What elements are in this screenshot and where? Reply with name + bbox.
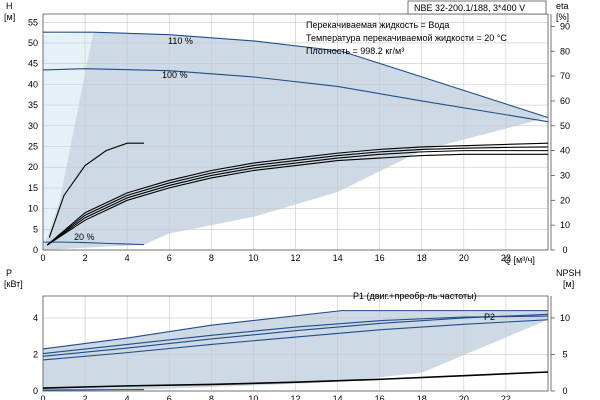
upper-y2-tick-label: 0 (562, 245, 567, 255)
legend-p2: P2 (484, 312, 495, 322)
lower-x-tick-label: 16 (375, 394, 385, 400)
upper-light-range (43, 32, 94, 250)
upper-y2-tick-label: 10 (560, 220, 570, 230)
lower-y2-tick-label: 5 (562, 349, 567, 359)
upper-x-tick-label: 10 (248, 253, 258, 263)
density-note: Плотность = 998.2 кг/м³ (306, 46, 404, 56)
lower-x-tick-label: 18 (417, 394, 427, 400)
upper-x-tick-label: 4 (125, 253, 130, 263)
upper-right-axis-unit: [%] (556, 12, 569, 22)
upper-series-curve-4 (46, 142, 549, 246)
lower-right-axis-symbol: NPSH (556, 268, 581, 278)
lower-x-tick-label: 8 (209, 394, 214, 400)
lower-x-tick-label: 10 (248, 394, 258, 400)
upper-x-tick-label: 16 (375, 253, 385, 263)
upper-x-tick-label: 18 (417, 253, 427, 263)
curve-label-20: 20 % (74, 232, 95, 242)
upper-series-curve-7 (46, 153, 548, 246)
lower-y-tick-label: 0 (33, 386, 38, 396)
upper-left-axis-symbol: H (6, 1, 13, 11)
upper-y-tick-label: 20 (28, 162, 38, 172)
upper-y2-tick-label: 80 (560, 46, 570, 56)
lower-y2-tick-label: 10 (560, 313, 570, 323)
lower-x-tick-label: 14 (333, 394, 343, 400)
upper-x-tick-label: 22 (501, 253, 511, 263)
upper-y2-tick-label: 70 (560, 71, 570, 81)
curve-label-100: 100 % (162, 70, 188, 80)
temperature-note: Температура перекачиваемой жидкости = 20… (306, 33, 507, 43)
upper-y2-tick-label: 20 (560, 195, 570, 205)
lower-series-curve-1 (42, 315, 549, 355)
upper-x-tick-label: 2 (83, 253, 88, 263)
fluid-note: Перекачиваемая жидкость = Вода (306, 20, 449, 30)
upper-series-curve-6 (46, 150, 548, 246)
lower-x-tick-label: 6 (167, 394, 172, 400)
upper-y-tick-label: 15 (28, 183, 38, 193)
lower-right-axis-unit: [м] (563, 279, 574, 289)
upper-x-tick-label: 20 (459, 253, 469, 263)
upper-x-tick-label: 8 (209, 253, 214, 263)
upper-x-tick-label: 6 (167, 253, 172, 263)
upper-x-tick-label: 12 (290, 253, 300, 263)
lower-y-tick-label: 4 (33, 313, 38, 323)
upper-y2-tick-label: 50 (560, 121, 570, 131)
model-label-box (407, 0, 547, 15)
lower-series-curve-4 (42, 388, 145, 391)
upper-y-tick-label: 40 (28, 79, 38, 89)
upper-y2-tick-label: 40 (560, 146, 570, 156)
upper-y2-tick-label: 90 (560, 21, 570, 31)
lower-plot-frame (42, 295, 549, 392)
lower-series-curve-3 (42, 319, 549, 361)
upper-series-curve-3 (48, 142, 144, 238)
upper-y-tick-label: 25 (28, 141, 38, 151)
lower-series-curve-2 (42, 313, 549, 357)
upper-x-axis-label: Q [м³/ч] (504, 255, 535, 265)
model-label: NBE 32-200.1/188, 3*400 V (414, 3, 525, 13)
upper-series-curve-0 (43, 31, 549, 119)
upper-series-curve-5 (46, 146, 549, 246)
lower-y-tick-label: 2 (33, 349, 38, 359)
upper-y-tick-label: 30 (28, 121, 38, 131)
upper-series-curve-2 (43, 241, 145, 246)
upper-y-tick-label: 45 (28, 59, 38, 69)
lower-x-tick-label: 22 (501, 394, 511, 400)
lower-x-tick-label: 0 (40, 394, 45, 400)
lower-series-curve-5 (42, 371, 549, 389)
upper-x-tick-label: 0 (40, 253, 45, 263)
lower-x-tick-label: 20 (459, 394, 469, 400)
lower-left-axis-symbol: P (6, 268, 12, 278)
upper-y-tick-label: 55 (28, 17, 38, 27)
lower-x-tick-label: 12 (290, 394, 300, 400)
lower-x-tick-label: 2 (83, 394, 88, 400)
upper-y-tick-label: 0 (33, 245, 38, 255)
upper-y-tick-label: 35 (28, 100, 38, 110)
lower-y2-tick-label: 0 (562, 386, 567, 396)
upper-plot-frame (42, 13, 549, 251)
lower-x-tick-label: 4 (125, 394, 130, 400)
upper-y-tick-label: 50 (28, 38, 38, 48)
upper-y-tick-label: 10 (28, 204, 38, 214)
curve-label-110: 110 % (168, 36, 193, 46)
upper-right-axis-symbol: eta (556, 1, 569, 11)
upper-series-curve-1 (42, 68, 549, 123)
lower-series-curve-0 (42, 310, 548, 350)
upper-y-tick-label: 5 (33, 224, 38, 234)
upper-left-axis-unit: [м] (4, 12, 15, 22)
upper-x-tick-label: 14 (333, 253, 343, 263)
legend-p1: P1 (двиг.+преобр-ль частоты) (353, 291, 477, 301)
upper-y2-tick-label: 60 (560, 96, 570, 106)
upper-y2-tick-label: 30 (560, 170, 570, 180)
lower-left-axis-unit: [кВт] (4, 279, 23, 289)
